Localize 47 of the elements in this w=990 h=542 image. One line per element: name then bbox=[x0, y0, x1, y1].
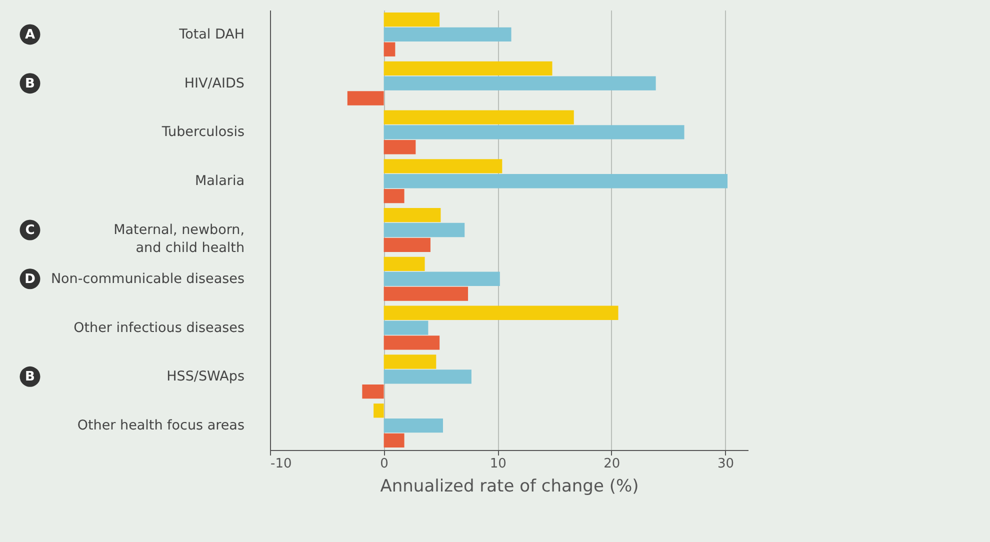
bar bbox=[374, 404, 384, 418]
bar bbox=[384, 433, 404, 448]
bar bbox=[384, 76, 656, 90]
bar bbox=[384, 286, 468, 301]
bar bbox=[384, 27, 512, 42]
text: B bbox=[25, 76, 35, 92]
bar bbox=[384, 61, 552, 76]
x-axis-title: Annualized rate of change (%) bbox=[380, 476, 639, 496]
text: B bbox=[25, 370, 35, 385]
y-tick-label: Malaria bbox=[194, 173, 244, 190]
bar bbox=[384, 222, 465, 238]
y-tick-label: Other infectious diseases bbox=[74, 320, 244, 336]
text: A bbox=[24, 27, 36, 42]
bar bbox=[384, 208, 441, 222]
x-tick-label: -10 bbox=[270, 456, 292, 472]
y-tick-label: Maternal, newborn, and child health bbox=[114, 222, 244, 256]
bar bbox=[384, 12, 440, 27]
bar bbox=[347, 91, 384, 106]
bar bbox=[384, 272, 500, 286]
bar bbox=[384, 42, 396, 56]
text: C bbox=[25, 223, 35, 238]
bar bbox=[384, 238, 430, 252]
bar bbox=[362, 384, 384, 399]
bar bbox=[384, 306, 618, 320]
x-tick-label: 0 bbox=[380, 456, 388, 472]
bar bbox=[384, 370, 472, 384]
x-tick-label: 30 bbox=[717, 456, 734, 472]
bar bbox=[384, 140, 416, 154]
text: D bbox=[24, 272, 36, 287]
y-tick-label: HSS/SWAps bbox=[166, 368, 244, 385]
bar bbox=[384, 320, 428, 335]
bar bbox=[384, 188, 404, 204]
x-tick-label: 10 bbox=[490, 456, 506, 472]
bar bbox=[384, 159, 502, 174]
bar bbox=[384, 418, 443, 433]
bar bbox=[384, 256, 425, 272]
bar bbox=[384, 174, 728, 188]
bar bbox=[384, 336, 440, 350]
y-tick-label: Total DAH bbox=[178, 26, 244, 42]
bar bbox=[384, 125, 684, 140]
y-tick-label: Other health focus areas bbox=[77, 418, 244, 434]
y-tick-label: HIV/AIDS bbox=[184, 75, 244, 92]
x-tick-label: 20 bbox=[604, 456, 620, 472]
bar bbox=[384, 110, 574, 124]
y-tick-label: Non-communicable diseases bbox=[50, 270, 244, 287]
bar bbox=[384, 354, 436, 369]
y-tick-label: Tuberculosis bbox=[160, 124, 244, 140]
